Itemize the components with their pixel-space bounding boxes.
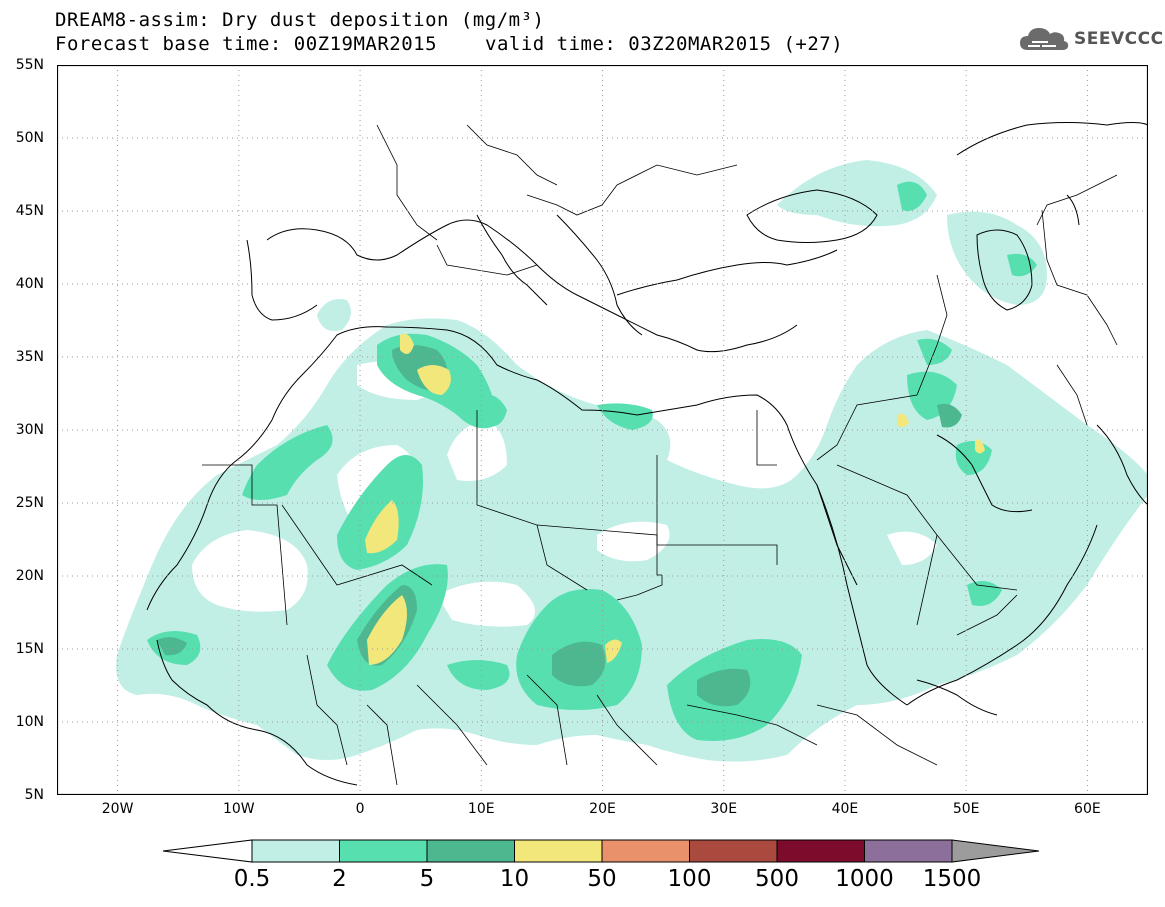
legend-label: 0.5 xyxy=(233,866,271,892)
legend-label: 5 xyxy=(419,866,435,892)
lat-tick-label: 20N xyxy=(15,568,44,584)
dust-deposition-map xyxy=(57,65,1148,795)
legend-over-triangle xyxy=(951,839,1040,863)
lon-tick-label: 60E xyxy=(1074,801,1101,817)
legend-label: 500 xyxy=(755,866,799,892)
legend-swatch xyxy=(689,839,778,863)
map-border xyxy=(57,65,1148,795)
legend-swatch xyxy=(426,839,515,863)
legend-swatch xyxy=(776,839,865,863)
lat-tick-label: 5N xyxy=(24,787,44,803)
seevccc-logo: SEEVCCC xyxy=(1018,23,1164,55)
legend-swatch xyxy=(251,839,340,863)
lon-tick-label: 20W xyxy=(101,801,134,817)
base-time: Forecast base time: 00Z19MAR2015 xyxy=(55,33,438,55)
lat-tick-label: 25N xyxy=(15,495,44,511)
lon-tick-label: 0 xyxy=(355,801,365,817)
forecast-times: Forecast base time: 00Z19MAR2015 valid ti… xyxy=(55,33,843,55)
lat-tick-label: 10N xyxy=(15,714,44,730)
legend-swatch xyxy=(514,839,603,863)
lat-tick-label: 15N xyxy=(15,641,44,657)
legend-label: 50 xyxy=(587,866,617,892)
lon-tick-label: 20E xyxy=(589,801,616,817)
legend-label: 1500 xyxy=(922,866,982,892)
lat-tick-label: 30N xyxy=(15,422,44,438)
lat-tick-label: 55N xyxy=(15,57,44,73)
lat-tick-label: 40N xyxy=(15,276,44,292)
legend-label: 1000 xyxy=(835,866,894,892)
logo-text: SEEVCCC xyxy=(1074,29,1164,49)
legend-label: 100 xyxy=(667,866,712,892)
lon-tick-label: 30E xyxy=(710,801,738,817)
cloud-icon xyxy=(1020,28,1069,50)
lat-tick-label: 35N xyxy=(15,349,44,365)
caspian-sea xyxy=(1066,194,1080,226)
lon-tick-label: 10W xyxy=(222,801,255,817)
legend-under-triangle xyxy=(162,839,253,863)
map-title: DREAM8-assim: Dry dust deposition (mg/m³… xyxy=(55,9,545,31)
lon-tick-label: 10E xyxy=(467,801,495,817)
lat-tick-label: 45N xyxy=(15,203,44,219)
legend-label: 2 xyxy=(332,866,347,892)
legend-swatch xyxy=(339,839,428,863)
legend-label: 10 xyxy=(499,866,530,892)
valid-time: valid time: 03Z20MAR2015 (+27) xyxy=(485,33,844,55)
lat-tick-label: 50N xyxy=(15,130,44,146)
legend-colorbar xyxy=(162,839,1040,863)
legend-swatch xyxy=(864,839,953,863)
lon-tick-label: 40E xyxy=(831,801,859,817)
country-borders xyxy=(202,124,1118,786)
dust-contour-10 xyxy=(365,333,985,665)
graticule xyxy=(57,65,1148,795)
lon-tick-label: 50E xyxy=(952,801,980,817)
legend-swatch xyxy=(601,839,690,863)
